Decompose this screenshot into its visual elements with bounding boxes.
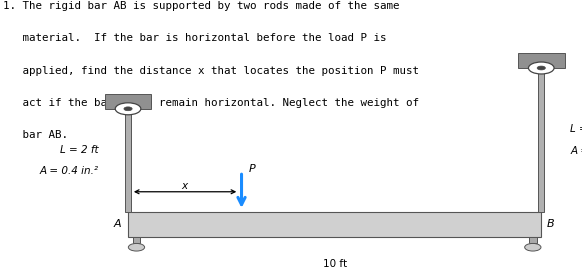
Text: 10 ft: 10 ft (322, 259, 347, 269)
Circle shape (528, 62, 554, 74)
Text: 1. The rigid bar AB is supported by two rods made of the same: 1. The rigid bar AB is supported by two … (3, 1, 399, 11)
Text: A = 0.4 in.²: A = 0.4 in.² (40, 166, 99, 176)
Circle shape (124, 107, 132, 111)
Bar (128, 212, 541, 237)
Circle shape (525, 243, 541, 251)
Bar (105, 94, 151, 109)
Text: P: P (249, 164, 255, 174)
Circle shape (115, 103, 141, 115)
Text: B: B (547, 220, 555, 229)
Bar (529, 237, 537, 243)
Text: L = 3 ft: L = 3 ft (570, 124, 582, 134)
Circle shape (537, 66, 545, 70)
Text: bar AB.: bar AB. (3, 130, 68, 140)
Circle shape (129, 243, 144, 251)
Text: L = 2 ft: L = 2 ft (61, 145, 99, 154)
Bar (518, 53, 565, 68)
Bar (125, 109, 131, 212)
Bar (538, 68, 544, 212)
Bar (133, 237, 140, 243)
Text: act if the bar is to remain horizontal. Neglect the weight of: act if the bar is to remain horizontal. … (3, 98, 419, 108)
Text: applied, find the distance x that locates the position P must: applied, find the distance x that locate… (3, 66, 419, 76)
Text: material.  If the bar is horizontal before the load P is: material. If the bar is horizontal befor… (3, 33, 386, 44)
Text: x: x (182, 181, 188, 191)
Text: A: A (113, 220, 121, 229)
Text: A = 0.2 in.²: A = 0.2 in.² (570, 146, 582, 156)
